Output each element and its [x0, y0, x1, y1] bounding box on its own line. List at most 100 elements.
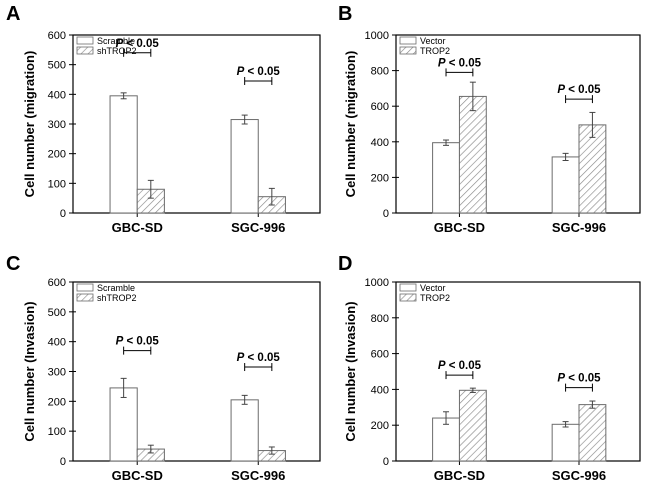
p-value-label: P < 0.05 — [237, 352, 281, 364]
legend-label: shTROP2 — [97, 46, 137, 56]
y-tick-label: 600 — [371, 349, 389, 361]
y-axis-title: Cell number (migration) — [22, 51, 37, 198]
bar-vector — [432, 142, 460, 214]
chart-panel-b: B Cell number (migration) 0 200 400 600 800 100… — [338, 3, 641, 235]
bar-scramble — [230, 399, 259, 462]
bar-trop2 — [458, 95, 487, 214]
y-tick-label: 1000 — [365, 277, 389, 289]
y-tick-label: 800 — [371, 313, 389, 325]
legend-label: TROP2 — [420, 293, 450, 303]
panel-letter: B — [338, 3, 352, 25]
y-axis-title: Cell number (Invasion) — [22, 301, 37, 441]
p-value-rest: < 0.05 — [446, 360, 482, 372]
y-tick-label: 200 — [48, 149, 66, 161]
p-value-label: P < 0.05 — [557, 84, 601, 96]
bar-trop2 — [578, 404, 607, 462]
bar-scramble — [109, 95, 138, 214]
y-tick-label: 500 — [48, 307, 66, 319]
p-value-label: P < 0.05 — [116, 38, 160, 50]
bar-vector — [551, 156, 580, 214]
p-value-symbol: P — [116, 336, 124, 348]
p-value-label: P < 0.05 — [438, 57, 482, 69]
p-value-rest: < 0.05 — [123, 336, 159, 348]
panel-letter: D — [338, 253, 352, 275]
legend-swatch-scramble — [76, 283, 94, 292]
chart-panel-a: A Cell number (migration) 0 100 200 300 400 500… — [6, 3, 321, 235]
p-value-symbol: P — [557, 373, 565, 385]
p-value-symbol: P — [116, 38, 124, 50]
p-value-label: P < 0.05 — [116, 336, 160, 348]
y-tick-label: 100 — [48, 178, 66, 190]
legend-label: TROP2 — [420, 46, 450, 56]
y-tick-label: 200 — [371, 420, 389, 432]
legend-swatch-trop2 — [399, 293, 417, 302]
y-tick-label: 800 — [371, 66, 389, 78]
p-value-label: P < 0.05 — [557, 373, 601, 385]
x-category-label: SGC-996 — [552, 220, 606, 235]
legend-swatch-trop2 — [399, 46, 417, 55]
panel-letter: C — [6, 253, 20, 275]
x-category-label: SGC-996 — [231, 468, 285, 483]
y-tick-label: 300 — [48, 119, 66, 131]
y-tick-label: 0 — [60, 208, 66, 220]
bar-vector — [432, 417, 460, 462]
p-value-label: P < 0.05 — [237, 66, 281, 78]
y-tick-label: 200 — [48, 396, 66, 408]
plot-frame — [395, 34, 641, 214]
p-value-symbol: P — [438, 360, 446, 372]
panel-letter: A — [6, 3, 20, 25]
legend-swatch-vector — [399, 283, 417, 292]
y-tick-label: 200 — [371, 172, 389, 184]
p-value-symbol: P — [557, 84, 565, 96]
y-tick-label: 0 — [383, 208, 389, 220]
legend-label: Vector — [420, 283, 446, 293]
bar-trop2 — [458, 389, 487, 462]
p-value-rest: < 0.05 — [446, 57, 482, 69]
legend-label: shTROP2 — [97, 293, 137, 303]
chart-panel-d: D Cell number (Invasion) 0 200 400 600 800 1000… — [338, 253, 641, 483]
p-value-rest: < 0.05 — [123, 38, 159, 50]
legend-label: Scramble — [97, 36, 135, 46]
p-value-label: P < 0.05 — [438, 360, 482, 372]
y-tick-label: 500 — [48, 60, 66, 72]
legend-label: Scramble — [97, 283, 135, 293]
p-value-rest: < 0.05 — [244, 66, 280, 78]
y-tick-label: 1000 — [365, 30, 389, 42]
p-value-rest: < 0.05 — [565, 84, 601, 96]
p-value-rest: < 0.05 — [565, 373, 601, 385]
y-tick-label: 600 — [48, 30, 66, 42]
y-tick-label: 0 — [383, 456, 389, 468]
y-tick-label: 400 — [371, 137, 389, 149]
bar-trop2 — [578, 124, 607, 214]
legend-swatch-shtrop2 — [76, 46, 94, 55]
y-tick-label: 600 — [48, 277, 66, 289]
plot-frame — [395, 281, 641, 462]
y-tick-label: 400 — [371, 384, 389, 396]
x-category-label: SGC-996 — [552, 468, 606, 483]
p-value-symbol: P — [438, 57, 446, 69]
x-category-label: SGC-996 — [231, 220, 285, 235]
y-tick-label: 400 — [48, 337, 66, 349]
legend-label: Vector — [420, 36, 446, 46]
p-value-symbol: P — [237, 352, 245, 364]
y-tick-label: 0 — [60, 456, 66, 468]
p-value-symbol: P — [237, 66, 245, 78]
chart-panel-c: C Cell number (Invasion) 0 100 200 300 400 500 6… — [6, 253, 321, 483]
legend-swatch-scramble — [76, 36, 94, 45]
legend-swatch-shtrop2 — [76, 293, 94, 302]
y-axis-title: Cell number (migration) — [343, 51, 358, 198]
p-value-rest: < 0.05 — [244, 352, 280, 364]
y-tick-label: 400 — [48, 89, 66, 101]
x-category-label: GBC-SD — [434, 468, 485, 483]
y-tick-label: 300 — [48, 367, 66, 379]
bar-scramble — [230, 119, 259, 214]
y-axis-title: Cell number (Invasion) — [343, 301, 358, 441]
x-category-label: GBC-SD — [112, 220, 163, 235]
legend-swatch-vector — [399, 36, 417, 45]
x-category-label: GBC-SD — [434, 220, 485, 235]
y-tick-label: 100 — [48, 426, 66, 438]
bar-vector — [551, 423, 580, 462]
y-tick-label: 600 — [371, 101, 389, 113]
bar-scramble — [109, 387, 138, 462]
